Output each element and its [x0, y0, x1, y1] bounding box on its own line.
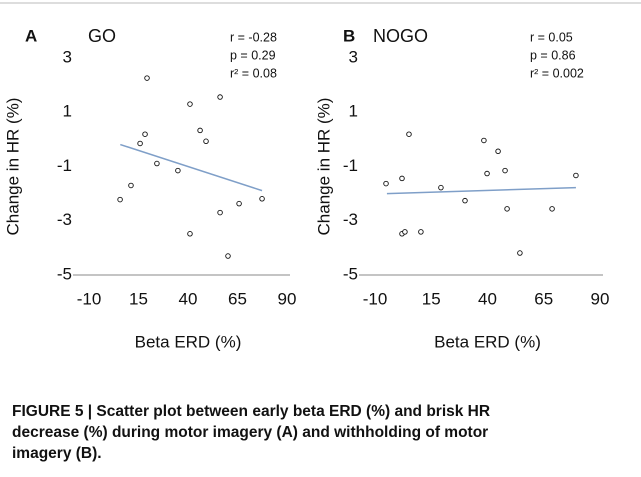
- caption-line: FIGURE 5 | Scatter plot between early be…: [12, 403, 490, 420]
- point: [549, 206, 555, 212]
- point: [217, 94, 223, 100]
- stat-text: r = 0.05: [530, 30, 573, 44]
- x-tick-label: 40: [179, 289, 198, 308]
- trendline: [120, 143, 263, 192]
- point: [137, 140, 143, 147]
- panel-title: NOGO: [373, 26, 428, 46]
- stat-text: p = 0.86: [530, 48, 576, 62]
- point: [203, 138, 209, 145]
- x-tick-label: -10: [363, 289, 388, 308]
- panel-label: A: [25, 26, 37, 45]
- point: [504, 206, 510, 212]
- stat-text: r = -0.28: [230, 30, 277, 44]
- point: [481, 137, 487, 144]
- point: [225, 253, 231, 259]
- point: [217, 209, 223, 216]
- point: [142, 131, 148, 137]
- point: [187, 101, 193, 107]
- x-axis-title: Beta ERD (%): [434, 332, 541, 351]
- trendline: [386, 186, 576, 195]
- point: [402, 229, 408, 235]
- point: [399, 175, 405, 182]
- point: [418, 229, 424, 235]
- y-axis-title: Change in HR (%): [314, 98, 333, 236]
- point: [502, 167, 508, 174]
- point: [197, 127, 203, 134]
- point: [144, 75, 150, 81]
- y-tick-label: -1: [57, 156, 72, 175]
- point: [462, 197, 468, 204]
- stat-text: r² = 0.002: [530, 66, 584, 80]
- x-tick-label: 90: [278, 289, 297, 308]
- x-tick-label: 15: [129, 289, 148, 308]
- point: [406, 131, 412, 137]
- point: [154, 160, 160, 167]
- y-tick-label: -3: [57, 210, 72, 229]
- x-tick-label: 65: [534, 289, 553, 308]
- panel-title: GO: [88, 26, 116, 46]
- point: [495, 148, 501, 155]
- point: [383, 180, 389, 187]
- x-tick-label: -10: [77, 289, 102, 308]
- x-tick-label: 65: [228, 289, 247, 308]
- point: [175, 167, 181, 174]
- x-tick-label: 90: [591, 289, 610, 308]
- point: [128, 182, 134, 189]
- stat-text: r² = 0.08: [230, 66, 277, 80]
- point: [438, 184, 444, 191]
- point: [236, 200, 242, 207]
- point: [484, 170, 490, 177]
- point: [517, 250, 523, 256]
- y-tick-label: 1: [349, 102, 358, 121]
- caption-line: decrease (%) during motor imagery (A) an…: [12, 424, 488, 441]
- point: [573, 172, 579, 179]
- stat-text: p = 0.29: [230, 48, 276, 62]
- point: [117, 196, 123, 203]
- panel-label: B: [343, 26, 355, 45]
- y-tick-label: -3: [343, 210, 358, 229]
- point: [187, 231, 193, 237]
- point: [259, 196, 265, 202]
- y-tick-label: -5: [57, 264, 72, 283]
- x-tick-label: 15: [422, 289, 441, 308]
- y-tick-label: -5: [343, 264, 358, 283]
- y-tick-label: 1: [63, 102, 72, 121]
- y-axis-title: Change in HR (%): [3, 98, 22, 236]
- x-tick-label: 40: [478, 289, 497, 308]
- y-tick-label: -1: [343, 156, 358, 175]
- y-tick-label: 3: [349, 47, 358, 66]
- caption-line: imagery (B).: [12, 445, 102, 462]
- x-axis-title: Beta ERD (%): [135, 332, 242, 351]
- y-tick-label: 3: [63, 47, 72, 66]
